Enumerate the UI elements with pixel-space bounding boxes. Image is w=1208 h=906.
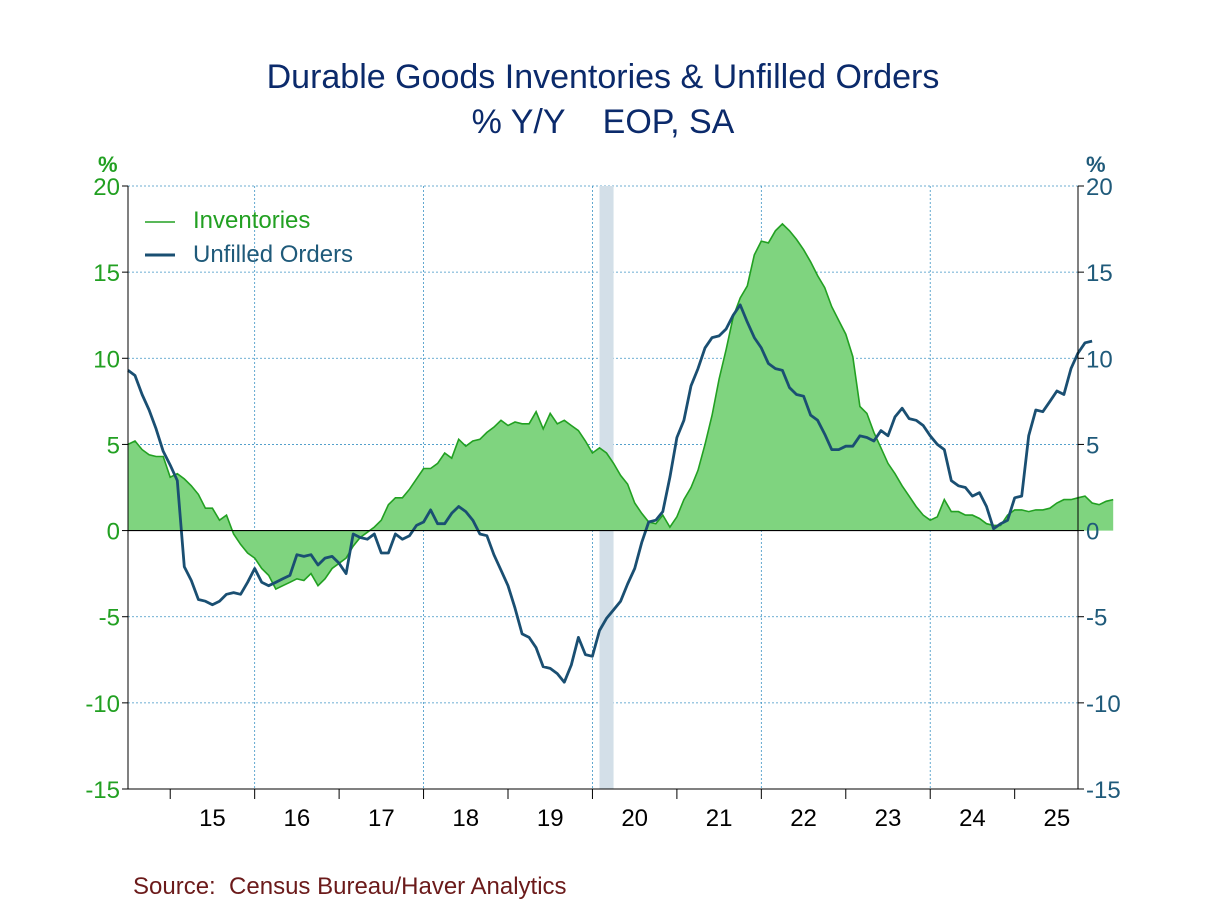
chart-subtitle: % Y/Y EOP, SA [472, 103, 735, 141]
tick-labels: -15 -15 -10 -10 -5 -5 0 0 5 5 10 10 15 15 20 20 15 16 17 18… [85, 174, 1120, 832]
legend-label-inventories: Inventories [193, 207, 310, 234]
y-tick-label-right: 20 [1086, 174, 1113, 201]
x-tick-label: 18 [452, 805, 479, 832]
y-tick-label-right: 5 [1086, 432, 1099, 459]
x-tick-label: 23 [875, 805, 902, 832]
y-tick-label-left: 5 [107, 432, 120, 459]
y-tick-label-left: 20 [93, 174, 120, 201]
x-tick-label: 20 [621, 805, 648, 832]
inventories-area [127, 222, 1114, 591]
y-tick-label-left: 0 [107, 519, 120, 546]
x-tick-label: 17 [368, 805, 395, 832]
x-tick-label: 16 [284, 805, 311, 832]
x-tick-label: 25 [1044, 805, 1071, 832]
y-tick-label-right: 15 [1086, 260, 1113, 287]
x-tick-label: 21 [706, 805, 733, 832]
y-tick-label-right: -10 [1086, 691, 1121, 718]
x-tick-label: 24 [959, 805, 986, 832]
unfilled-orders-line [127, 303, 1093, 684]
legend: Inventories Unfilled Orders [145, 207, 353, 268]
y-tick-label-right: -15 [1086, 777, 1121, 804]
y-unit-left: % [98, 152, 118, 177]
y-unit-right: % [1086, 152, 1106, 177]
x-tick-label: 22 [790, 805, 817, 832]
inventories-area-fill [128, 223, 1114, 590]
y-tick-label-right: 10 [1086, 346, 1113, 373]
y-tick-label-right: -5 [1086, 605, 1107, 632]
y-tick-label-left: 10 [93, 346, 120, 373]
y-tick-label-left: 15 [93, 260, 120, 287]
unfilled-orders-line-layer [127, 303, 1093, 684]
y-tick-label-left: -10 [85, 691, 120, 718]
source-note: Source: Census Bureau/Haver Analytics [133, 873, 567, 900]
x-tick-label: 15 [199, 805, 226, 832]
inventories-line [127, 222, 1114, 591]
chart-title: Durable Goods Inventories & Unfilled Ord… [267, 58, 940, 96]
y-tick-label-left: -15 [85, 777, 120, 804]
y-tick-label-left: -5 [99, 605, 120, 632]
axes [122, 185, 1084, 799]
x-tick-label: 19 [537, 805, 564, 832]
y-tick-label-right: 0 [1086, 519, 1099, 546]
legend-label-unfilled-orders: Unfilled Orders [193, 241, 353, 268]
